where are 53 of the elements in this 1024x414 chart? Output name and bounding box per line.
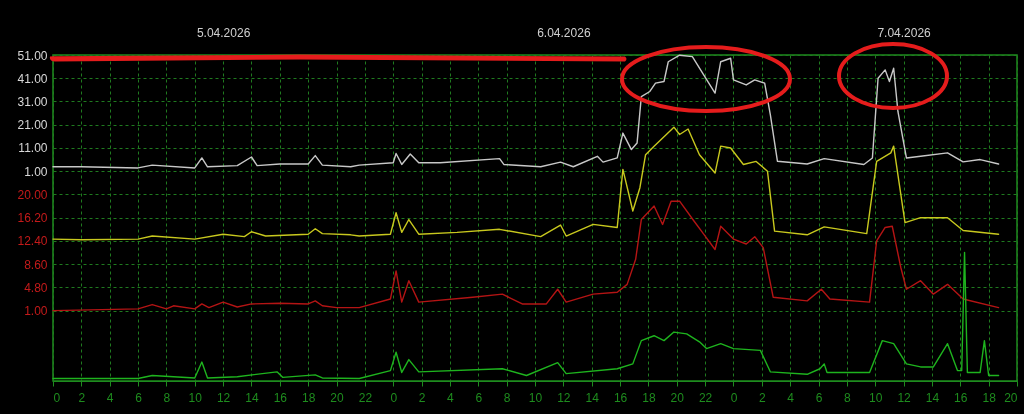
y-tick-label: 1.00 — [24, 164, 48, 179]
line-series — [52, 251, 1000, 380]
y2-tick-label: 20.00 — [17, 187, 48, 202]
y-tick-label: 31.00 — [17, 94, 48, 109]
x-tick-label: 10 — [869, 390, 883, 405]
line-series — [52, 200, 1000, 312]
x-tick-label: 20 — [1004, 390, 1018, 405]
x2-tick-label: 5.04.2026 — [196, 25, 251, 40]
x-tick-label: 4 — [106, 390, 114, 405]
y2-tick-label: 16.20 — [17, 211, 48, 226]
x-tick-label: 20 — [670, 390, 685, 405]
x-tick-label: 2 — [418, 390, 426, 405]
x-tick-label: 6 — [475, 390, 483, 405]
x-tick-label: 0 — [390, 390, 398, 405]
x-tick-label: 18 — [302, 390, 316, 405]
x2-tick-label: 7.04.2026 — [877, 25, 932, 40]
x-tick-label: 22 — [358, 390, 373, 405]
x-tick-label: 0 — [53, 390, 61, 405]
x-tick-label: 16 — [273, 390, 288, 405]
y-tick-label: 21.00 — [17, 118, 48, 133]
y2-tick-label: 8.60 — [24, 257, 48, 272]
x-tick-label: 10 — [188, 390, 203, 405]
x-tick-label: 12 — [897, 390, 912, 405]
x-tick-label: 16 — [954, 390, 968, 405]
x-tick-label: 8 — [844, 390, 852, 405]
line-series — [52, 126, 1000, 241]
x-tick-label: 4 — [787, 390, 795, 405]
x-tick-label: 14 — [585, 390, 600, 405]
y2-tick-label: 12.40 — [17, 234, 48, 249]
x-tick-label: 8 — [163, 390, 171, 405]
line-series — [52, 54, 1000, 169]
x-tick-label: 12 — [557, 390, 571, 405]
x-tick-label: 2 — [78, 390, 86, 405]
x-tick-label: 22 — [698, 390, 713, 405]
x-tick-label: 20 — [330, 390, 345, 405]
x-tick-label: 14 — [925, 390, 940, 405]
x-tick-label: 10 — [528, 390, 543, 405]
y-tick-label: 51.00 — [17, 48, 48, 63]
x-tick-label: 18 — [642, 390, 656, 405]
x2-tick-label: 6.04.2026 — [537, 25, 591, 40]
x-tick-label: 4 — [447, 390, 455, 405]
x-tick-label: 16 — [613, 390, 628, 405]
x-tick-label: 2 — [758, 390, 766, 405]
x-tick-label: 0 — [730, 390, 738, 405]
y-tick-label: 11.00 — [18, 141, 48, 156]
x-tick-label: 6 — [135, 390, 143, 405]
x-tick-label: 12 — [216, 390, 231, 405]
y-tick-label: 41.00 — [17, 71, 48, 86]
x-tick-label: 14 — [245, 390, 259, 405]
y2-tick-label: 4.80 — [24, 280, 48, 295]
x-tick-label: 6 — [815, 390, 823, 405]
x-tick-label: 8 — [503, 390, 511, 405]
x-tick-label: 18 — [982, 390, 997, 405]
